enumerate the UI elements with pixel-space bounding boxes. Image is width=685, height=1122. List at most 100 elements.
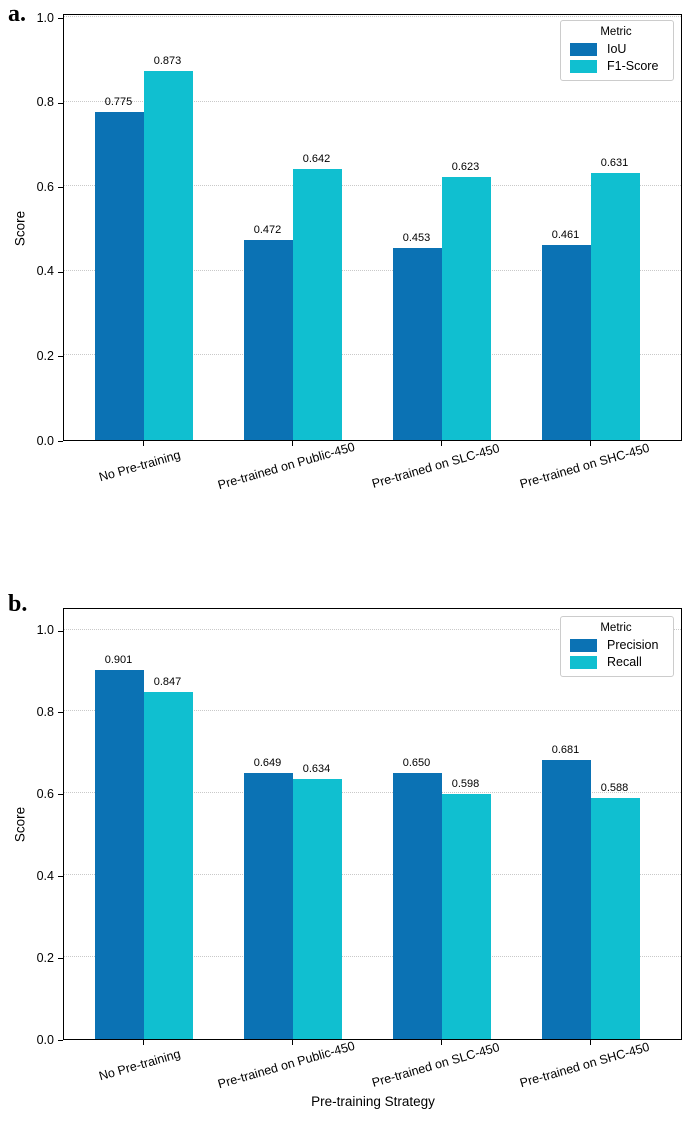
y-tick-label: 0.2 <box>36 950 54 965</box>
legend-swatch-icon <box>570 59 597 73</box>
bar-precision-1 <box>244 773 293 1039</box>
bar-iou-3 <box>542 245 591 440</box>
x-tick-mark <box>590 441 591 446</box>
y-tick-label: 0.0 <box>36 1032 54 1047</box>
bar-value-label: 0.623 <box>451 160 480 173</box>
bar-precision-2 <box>393 772 442 1039</box>
legend-label: Precision <box>607 638 659 652</box>
y-tick-label: 0.6 <box>36 179 54 194</box>
bar-iou-1 <box>244 240 293 440</box>
y-tick-mark <box>58 18 63 20</box>
legend-label: IoU <box>607 42 627 56</box>
gridline <box>64 710 681 712</box>
gridline <box>64 185 681 187</box>
gridline <box>64 354 681 356</box>
bar-value-label: 0.472 <box>253 224 282 237</box>
y-tick-mark <box>58 441 63 442</box>
legend-swatch-icon <box>570 42 597 56</box>
bar-value-label: 0.650 <box>402 756 431 769</box>
x-tick-mark <box>143 441 144 446</box>
y-tick-label: 0.0 <box>36 433 54 448</box>
bar-recall-3 <box>591 798 640 1039</box>
y-axis-label-a: Score <box>12 210 28 247</box>
plot-area-a <box>63 14 682 441</box>
y-tick-label: 1.0 <box>36 10 54 25</box>
x-tick-label: Pre-trained on SLC-450 <box>370 441 502 491</box>
gridline <box>64 792 681 794</box>
legend-label: Recall <box>607 655 642 669</box>
x-axis-title: Pre-training Strategy <box>311 1094 435 1109</box>
legend-title: Metric <box>600 622 632 634</box>
x-tick-mark <box>441 441 442 446</box>
y-tick-mark <box>58 271 63 273</box>
legend-swatch-icon <box>570 655 597 669</box>
x-tick-label: Pre-trained on SHC-450 <box>518 440 652 492</box>
y-tick-label: 1.0 <box>36 623 54 638</box>
y-tick-mark <box>58 1040 63 1041</box>
legend-entry-precision: Precision <box>570 638 662 652</box>
bar-value-label: 0.649 <box>253 757 282 770</box>
bar-f1-score-1 <box>293 168 342 440</box>
bar-iou-0 <box>95 112 144 440</box>
x-tick-mark <box>292 1040 293 1045</box>
bar-value-label: 0.901 <box>104 654 133 667</box>
y-tick-label: 0.8 <box>36 704 54 719</box>
y-tick-mark <box>58 187 63 189</box>
x-tick-mark <box>292 441 293 446</box>
bar-recall-0 <box>144 692 193 1039</box>
legend-entry-recall: Recall <box>570 655 662 669</box>
gridline <box>64 16 681 18</box>
bar-value-label: 0.461 <box>551 229 580 242</box>
y-tick-mark <box>58 876 63 878</box>
legend-swatch-icon <box>570 638 597 652</box>
legend-label: F1-Score <box>607 59 659 73</box>
legend-entry-f1-score: F1-Score <box>570 59 662 73</box>
legend-title: Metric <box>600 26 632 38</box>
y-tick-mark <box>58 958 63 960</box>
gridline <box>64 956 681 958</box>
bar-f1-score-0 <box>144 70 193 440</box>
x-tick-mark <box>143 1040 144 1045</box>
bar-f1-score-2 <box>442 176 491 440</box>
y-tick-mark <box>58 356 63 358</box>
bar-f1-score-3 <box>591 173 640 440</box>
bar-value-label: 0.631 <box>600 157 629 170</box>
bar-value-label: 0.847 <box>153 676 182 689</box>
plot-area-b <box>63 608 682 1040</box>
x-tick-mark <box>590 1040 591 1045</box>
bar-value-label: 0.453 <box>402 232 431 245</box>
y-tick-label: 0.2 <box>36 348 54 363</box>
bar-value-label: 0.642 <box>302 152 331 165</box>
bar-precision-3 <box>542 760 591 1039</box>
y-tick-label: 0.4 <box>36 264 54 279</box>
bar-recall-2 <box>442 794 491 1039</box>
x-tick-label: No Pre-training <box>97 1046 182 1084</box>
panel-b-label: b. <box>8 591 28 617</box>
y-tick-mark <box>58 630 63 632</box>
gridline <box>64 628 681 630</box>
legend-entry-iou: IoU <box>570 42 662 56</box>
gridline <box>64 269 681 271</box>
bar-value-label: 0.681 <box>551 744 580 757</box>
bar-precision-0 <box>95 670 144 1039</box>
y-tick-mark <box>58 794 63 796</box>
y-tick-label: 0.8 <box>36 95 54 110</box>
bar-recall-1 <box>293 779 342 1039</box>
bar-value-label: 0.873 <box>153 54 182 67</box>
bar-value-label: 0.634 <box>302 763 331 776</box>
x-tick-mark <box>441 1040 442 1045</box>
bar-iou-2 <box>393 248 442 440</box>
x-tick-label: Pre-trained on SHC-450 <box>518 1039 652 1091</box>
gridline <box>64 874 681 876</box>
y-axis-label-b: Score <box>12 806 28 843</box>
x-tick-label: Pre-trained on Public-450 <box>216 1038 357 1092</box>
y-tick-mark <box>58 712 63 714</box>
y-tick-label: 0.4 <box>36 868 54 883</box>
legend: Metric IoU F1-Score <box>560 20 674 81</box>
y-tick-label: 0.6 <box>36 786 54 801</box>
bar-value-label: 0.588 <box>600 782 629 795</box>
legend: Metric Precision Recall <box>560 616 674 677</box>
x-tick-label: No Pre-training <box>97 447 182 485</box>
panel-a-label: a. <box>8 1 26 27</box>
